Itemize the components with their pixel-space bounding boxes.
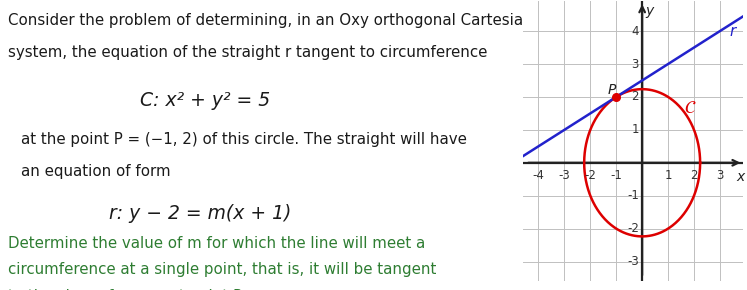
Text: 4: 4 xyxy=(631,25,639,38)
Text: 3: 3 xyxy=(632,57,639,70)
Text: C: x² + y² = 5: C: x² + y² = 5 xyxy=(140,91,270,110)
Text: 1: 1 xyxy=(664,169,672,182)
Text: P: P xyxy=(608,83,616,97)
Text: r: y − 2 = m(x + 1): r: y − 2 = m(x + 1) xyxy=(109,204,291,224)
Text: -2: -2 xyxy=(584,169,596,182)
Text: $r$: $r$ xyxy=(729,24,738,39)
Text: Determine the value of m for which the line will meet a: Determine the value of m for which the l… xyxy=(7,236,425,251)
Text: at the point P = (−1, 2) of this circle. The straight will have: at the point P = (−1, 2) of this circle.… xyxy=(21,132,467,147)
Text: to the circumference at point P.: to the circumference at point P. xyxy=(7,289,244,290)
Text: -2: -2 xyxy=(627,222,639,235)
Text: system, the equation of the straight r tangent to circumference: system, the equation of the straight r t… xyxy=(7,45,487,60)
Text: circumference at a single point, that is, it will be tangent: circumference at a single point, that is… xyxy=(7,262,436,278)
Text: -4: -4 xyxy=(533,169,545,182)
Text: y: y xyxy=(645,4,654,18)
Text: x: x xyxy=(737,170,745,184)
Text: an equation of form: an equation of form xyxy=(21,164,170,179)
Text: -3: -3 xyxy=(559,169,570,182)
Text: 2: 2 xyxy=(690,169,698,182)
Text: -3: -3 xyxy=(627,255,639,268)
Text: 1: 1 xyxy=(631,123,639,136)
Text: 2: 2 xyxy=(631,90,639,104)
Text: Consider the problem of determining, in an Oxy orthogonal Cartesian: Consider the problem of determining, in … xyxy=(7,13,533,28)
Text: -1: -1 xyxy=(627,189,639,202)
Text: $\mathcal{C}$: $\mathcal{C}$ xyxy=(684,99,697,117)
Text: -1: -1 xyxy=(610,169,622,182)
Text: 3: 3 xyxy=(716,169,724,182)
